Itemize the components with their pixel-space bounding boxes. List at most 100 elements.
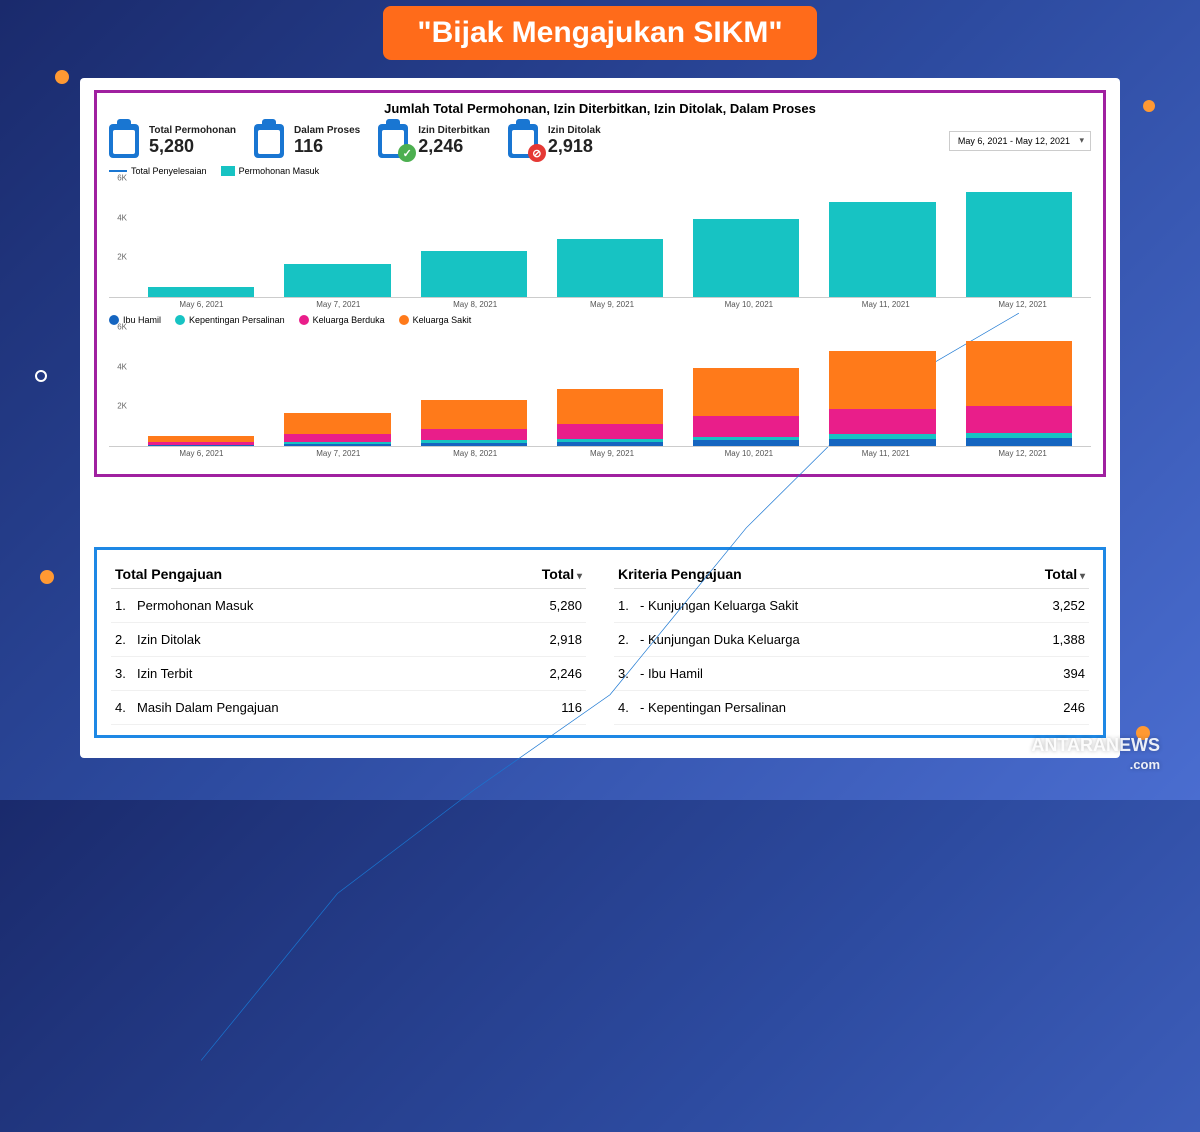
stat-label: Izin Diterbitkan [418, 125, 490, 136]
table-row: 1.Permohonan Masuk5,280 [111, 589, 586, 623]
watermark-line2: .com [1130, 757, 1160, 772]
legend-swatch [175, 315, 185, 325]
bar [829, 202, 935, 297]
table-right-total-label[interactable]: Total [1005, 566, 1085, 582]
row-label: - Kunjungan Duka Keluarga [640, 632, 1005, 647]
chart2-legend: Ibu HamilKepentingan PersalinanKeluarga … [109, 315, 1091, 325]
row-label: - Kepentingan Persalinan [640, 700, 1005, 715]
bar-segment [966, 341, 1072, 405]
row-num: 2. [618, 632, 640, 647]
legend-label: Total Penyelesaian [131, 166, 207, 176]
x-label: May 10, 2021 [680, 449, 817, 458]
chart2-bars [133, 327, 1087, 446]
watermark-line1: ANTARANEWS [1031, 735, 1160, 755]
chart2-area: 6K4K2K [109, 327, 1091, 447]
stat-item: Dalam Proses116 [254, 122, 360, 160]
bar [148, 287, 254, 297]
decor-dot [1143, 100, 1155, 112]
stacked-bar [421, 400, 527, 446]
check-icon: ✓ [398, 144, 416, 162]
row-value: 2,918 [502, 632, 582, 647]
legend-swatch [399, 315, 409, 325]
row-label: Izin Terbit [137, 666, 502, 681]
stacked-bar [966, 341, 1072, 446]
bar-segment [693, 368, 799, 416]
stat-item: Total Permohonan5,280 [109, 122, 236, 160]
bar-col [133, 327, 269, 446]
bar [557, 239, 663, 297]
bar-segment [557, 389, 663, 425]
bar-segment [966, 438, 1072, 446]
date-range-select[interactable]: May 6, 2021 - May 12, 2021 [949, 131, 1091, 151]
table-left-header: Total Pengajuan [115, 566, 502, 582]
table-right-header: Kriteria Pengajuan [618, 566, 1005, 582]
row-value: 2,246 [502, 666, 582, 681]
bar-col [269, 327, 405, 446]
row-num: 3. [618, 666, 640, 681]
table-row: 1.- Kunjungan Keluarga Sakit3,252 [614, 589, 1089, 623]
bar-segment [693, 440, 799, 446]
chart2-xlabels: May 6, 2021May 7, 2021May 8, 2021May 9, … [133, 449, 1091, 458]
stacked-bar [557, 388, 663, 446]
x-label: May 7, 2021 [270, 449, 407, 458]
clipboard-icon: ⊘ [508, 122, 542, 160]
chart1-yaxis: 6K4K2K [109, 178, 129, 297]
bar-segment [284, 444, 390, 446]
row-value: 5,280 [502, 598, 582, 613]
bar [421, 251, 527, 297]
stat-label: Izin Ditolak [548, 125, 601, 136]
bar-col [678, 327, 814, 446]
chart1-area: 6K4K2K [109, 178, 1091, 298]
watermark-arrow-icon [1019, 740, 1029, 752]
legend-item: Keluarga Berduka [299, 315, 385, 325]
bar-col [542, 327, 678, 446]
bar [693, 219, 799, 297]
row-label: Permohonan Masuk [137, 598, 502, 613]
bar-col [406, 178, 542, 297]
bar-segment [829, 409, 935, 434]
no-icon: ⊘ [528, 144, 546, 162]
legend-label: Permohonan Masuk [239, 166, 320, 176]
bar-segment [421, 443, 527, 446]
table-right-head: Kriteria Pengajuan Total [614, 560, 1089, 589]
bar-col [814, 178, 950, 297]
table-row: 3.Izin Terbit2,246 [111, 657, 586, 691]
row-value: 246 [1005, 700, 1085, 715]
bar-segment [284, 413, 390, 433]
stat-value: 2,918 [548, 136, 601, 157]
table-row: 4.- Kepentingan Persalinan246 [614, 691, 1089, 725]
bar-segment [284, 434, 390, 443]
x-label: May 9, 2021 [544, 300, 681, 309]
stacked-bar [693, 368, 799, 446]
bar-segment [693, 416, 799, 437]
chart1-bars [133, 178, 1087, 297]
chart-panel: Jumlah Total Permohonan, Izin Diterbitka… [94, 90, 1106, 477]
bar-col [678, 178, 814, 297]
legend-swatch [109, 170, 127, 172]
row-label: Masih Dalam Pengajuan [137, 700, 502, 715]
table-row: 4.Masih Dalam Pengajuan116 [111, 691, 586, 725]
stats-row: Total Permohonan5,280Dalam Proses116✓Izi… [109, 122, 1091, 160]
bar-segment [421, 429, 527, 441]
page-title: "Bijak Mengajukan SIKM" [383, 6, 816, 60]
chart2-yaxis: 6K4K2K [109, 327, 129, 446]
bar-segment [557, 442, 663, 446]
bar-col [269, 178, 405, 297]
tables-panel: Total Pengajuan Total 1.Permohonan Masuk… [94, 547, 1106, 738]
table-left-total-label[interactable]: Total [502, 566, 582, 582]
legend-item: Kepentingan Persalinan [175, 315, 285, 325]
stat-label: Dalam Proses [294, 125, 360, 136]
row-label: - Kunjungan Keluarga Sakit [640, 598, 1005, 613]
row-label: Izin Ditolak [137, 632, 502, 647]
bar-col [951, 178, 1087, 297]
x-label: May 9, 2021 [544, 449, 681, 458]
legend-swatch [221, 166, 235, 176]
legend-swatch [299, 315, 309, 325]
row-num: 2. [115, 632, 137, 647]
row-label: - Ibu Hamil [640, 666, 1005, 681]
row-num: 3. [115, 666, 137, 681]
table-left-head: Total Pengajuan Total [111, 560, 586, 589]
decor-dot [55, 70, 69, 84]
bar-col [814, 327, 950, 446]
bar [966, 192, 1072, 297]
